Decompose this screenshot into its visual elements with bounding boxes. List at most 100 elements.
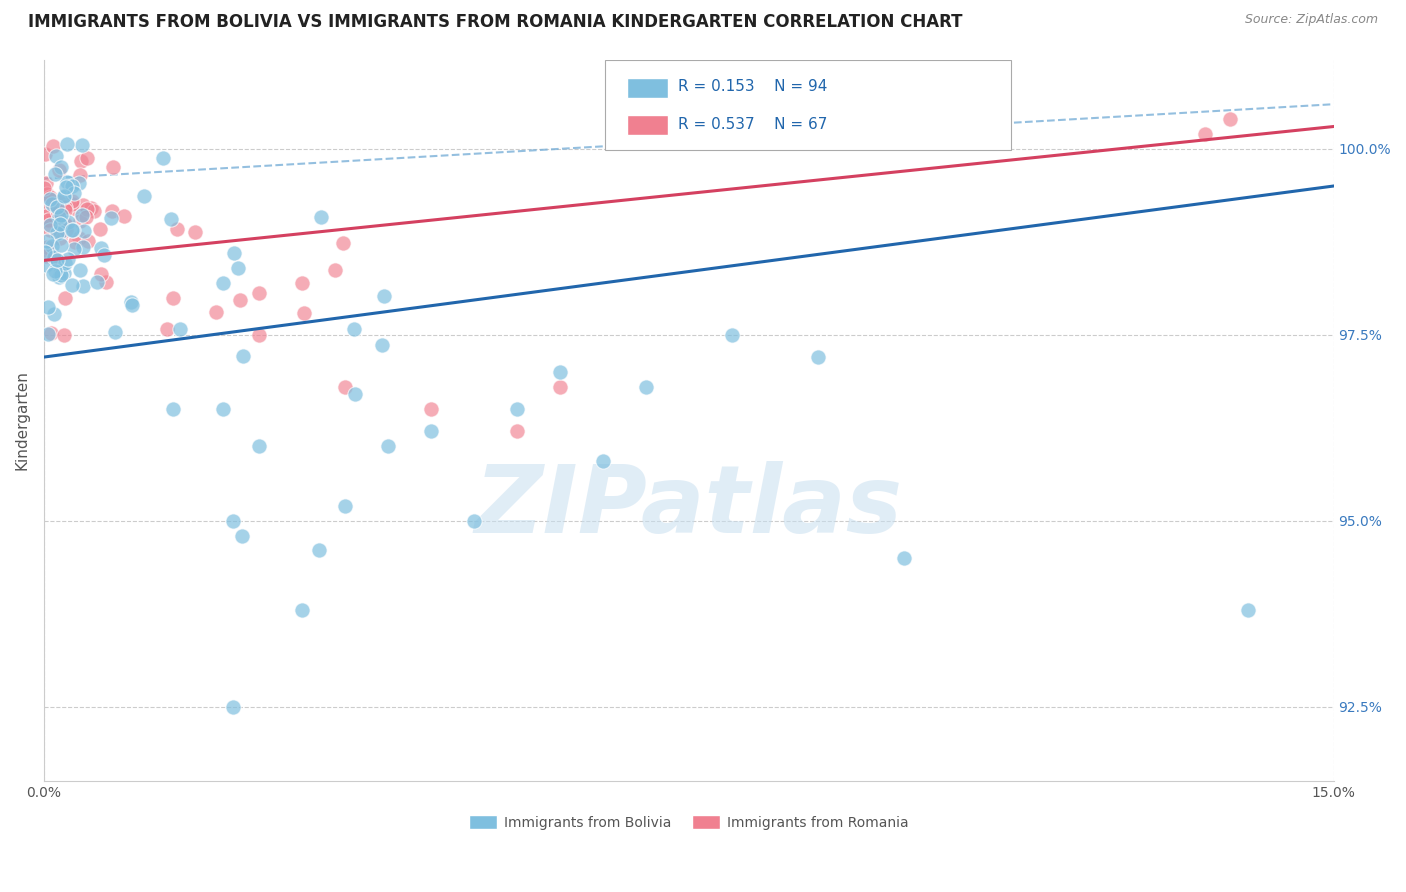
Point [103,160,125,174]
Point [49,208,72,222]
Point [247,327,270,342]
Point [48,195,70,210]
Point [55,180,77,194]
Point [35,209,58,223]
Point [63,235,86,249]
Point [35,258,58,272]
Point [160,211,183,226]
Point [42,307,65,321]
Point [548,365,571,379]
Point [212,276,235,290]
Point [41,239,63,253]
Point [49,268,72,283]
Point [55,223,77,237]
Point [55,217,77,231]
Point [86,275,108,289]
Point [169,321,191,335]
Point [377,439,399,453]
Point [323,263,346,277]
Point [32,181,55,195]
Point [134,189,156,203]
Point [44,251,66,265]
Point [45,226,67,240]
Point [49,238,72,252]
Point [73,224,96,238]
Point [807,350,830,364]
Point [63,186,86,200]
Point [205,305,228,319]
Point [292,306,315,320]
Point [308,543,330,558]
Point [51,263,73,277]
Point [94,275,117,289]
Point [506,425,529,439]
Point [37,201,59,215]
Point [35,240,58,254]
Point [373,289,395,303]
Point [53,202,76,217]
Point [80,201,103,215]
Point [60,179,83,194]
Point [38,223,60,237]
Point [1236,603,1258,617]
Point [70,138,93,153]
Point [60,197,83,211]
Point [152,151,174,165]
Point [35,249,58,263]
Point [83,204,105,219]
Point [46,206,69,220]
Legend: Immigrants from Bolivia, Immigrants from Romania: Immigrants from Bolivia, Immigrants from… [464,809,914,835]
Point [72,208,94,222]
Point [463,514,485,528]
Point [371,338,394,352]
Point [1219,112,1241,127]
Point [52,190,75,204]
Point [56,214,79,228]
Point [55,291,77,305]
Point [344,387,367,401]
Point [41,208,63,222]
FancyBboxPatch shape [605,60,1011,150]
Point [90,242,112,256]
Point [72,240,94,254]
Point [156,322,179,336]
Point [53,200,76,214]
Point [343,322,366,336]
Point [89,221,111,235]
Point [592,454,614,468]
Point [247,286,270,301]
Point [166,221,188,235]
Point [49,218,72,232]
Point [419,402,441,417]
Point [506,402,529,417]
Point [35,234,58,248]
Point [548,380,571,394]
Point [226,260,249,275]
Point [291,276,314,290]
Point [311,210,333,224]
Point [62,223,84,237]
Point [120,294,142,309]
Point [55,175,77,189]
Point [41,197,63,211]
Point [419,425,441,439]
Point [69,168,91,182]
Point [720,327,742,342]
Point [46,203,69,218]
Point [100,204,122,219]
Point [100,211,122,225]
Text: IMMIGRANTS FROM BOLIVIA VS IMMIGRANTS FROM ROMANIA KINDERGARTEN CORRELATION CHAR: IMMIGRANTS FROM BOLIVIA VS IMMIGRANTS FR… [28,13,963,31]
Point [93,248,115,262]
Point [332,236,354,251]
Point [35,177,58,191]
Point [34,245,56,260]
Point [70,154,93,169]
Text: R = 0.153    N = 94: R = 0.153 N = 94 [678,78,828,94]
Point [37,213,59,227]
Point [72,279,94,293]
Point [42,139,65,153]
Point [53,327,76,342]
Point [231,528,253,542]
Point [72,198,94,212]
Point [53,266,76,280]
